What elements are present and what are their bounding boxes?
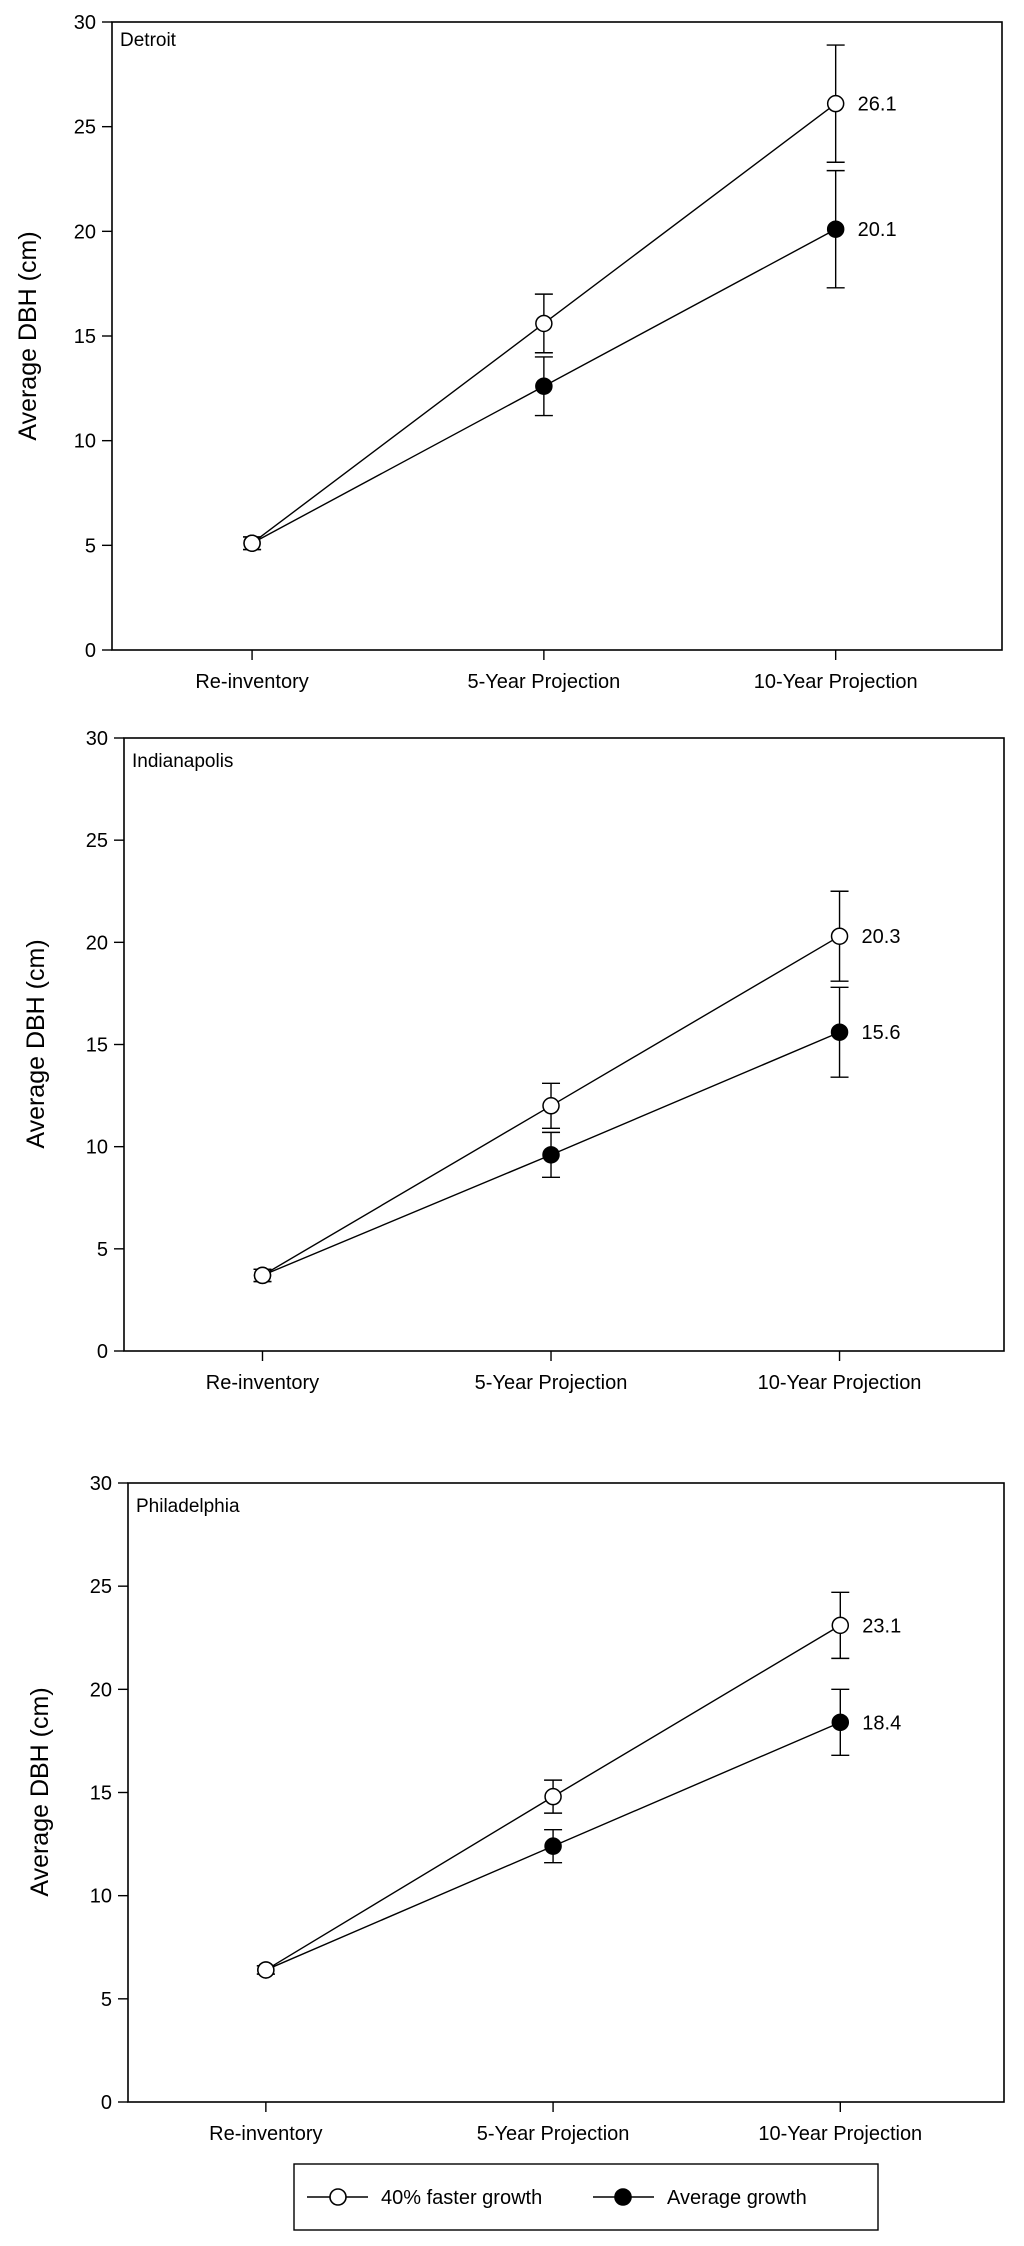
y-tick-label: 0 <box>97 1341 108 1363</box>
data-point-open <box>253 1266 272 1285</box>
data-point-filled <box>826 220 845 238</box>
y-tick-label: 10 <box>74 431 96 453</box>
panel-title: Detroit <box>120 30 177 51</box>
plot-frame <box>127 1482 1005 2103</box>
data-point-filled <box>544 1837 562 1855</box>
x-tick-label: 10-Year Projection <box>758 2123 922 2145</box>
data-point-filled <box>535 377 553 395</box>
y-tick-label: 15 <box>90 1783 112 1805</box>
panel-title: Philadelphia <box>136 1496 240 1517</box>
y-tick-label: 30 <box>86 728 108 750</box>
x-tick-label: Re-inventory <box>209 2123 322 2145</box>
data-point-filled <box>542 1146 560 1164</box>
y-axis-label: Average DBH (cm) <box>26 1687 54 1896</box>
x-tick-label: 10-Year Projection <box>754 671 918 693</box>
data-point-open <box>535 314 553 333</box>
y-tick-label: 20 <box>90 1679 112 1701</box>
data-point-open <box>831 1616 850 1635</box>
x-tick-label: 5-Year Projection <box>475 1372 628 1394</box>
panel-indianapolis: Indianapolis Average DBH (cm) 0 5 10 15 20 25… <box>22 728 1005 1394</box>
legend-box <box>293 2163 879 2231</box>
y-tick-label: 20 <box>74 221 96 243</box>
data-label: 18.4 <box>862 1712 901 1734</box>
x-tick-label: 5-Year Projection <box>477 2123 630 2145</box>
data-point-filled <box>830 1023 849 1041</box>
data-point-open <box>257 1961 275 1979</box>
legend-label: Average growth <box>667 2187 807 2209</box>
y-tick-label: 15 <box>86 1035 108 1057</box>
panel-detroit: Detroit Average DBH (cm) 0 5 10 15 20 25 30 Re-… <box>14 12 1003 693</box>
legend-item-faster: 40% faster growth <box>307 2187 542 2209</box>
y-tick-label: 10 <box>86 1137 108 1159</box>
data-label: 15.6 <box>862 1022 901 1044</box>
data-point-open <box>830 927 849 945</box>
y-tick-label: 0 <box>85 640 96 662</box>
plot-frame <box>111 21 1003 651</box>
y-tick-label: 30 <box>74 12 96 34</box>
data-point-open <box>544 1787 562 1806</box>
plot-frame <box>123 737 1005 1352</box>
y-tick-label: 30 <box>90 1473 112 1495</box>
data-label: 26.1 <box>858 94 897 116</box>
legend-item-average: Average growth <box>593 2187 807 2209</box>
y-axis-label: Average DBH (cm) <box>22 939 50 1148</box>
legend: 40% faster growth Average growth <box>293 2163 879 2231</box>
data-label: 20.1 <box>858 219 897 241</box>
y-tick-label: 5 <box>85 535 96 557</box>
y-tick-label: 0 <box>101 2092 112 2114</box>
y-tick-label: 20 <box>86 932 108 954</box>
data-label: 20.3 <box>862 926 901 948</box>
y-axis-label: Average DBH (cm) <box>14 231 42 440</box>
y-tick-label: 25 <box>90 1576 112 1598</box>
x-tick-label: Re-inventory <box>195 671 308 693</box>
data-label: 23.1 <box>862 1615 901 1637</box>
x-tick-label: 10-Year Projection <box>758 1372 922 1394</box>
y-tick-label: 10 <box>90 1886 112 1908</box>
y-tick-label: 25 <box>74 117 96 139</box>
data-point-filled <box>831 1713 850 1732</box>
y-tick-label: 25 <box>86 830 108 852</box>
y-tick-label: 15 <box>74 326 96 348</box>
y-tick-label: 5 <box>101 1989 112 2011</box>
panel-title: Indianapolis <box>132 751 233 772</box>
legend-label: 40% faster growth <box>381 2187 542 2209</box>
filled-circle-icon <box>614 2188 632 2206</box>
data-point-open <box>542 1097 560 1115</box>
x-tick-label: 5-Year Projection <box>468 671 621 693</box>
data-point-open <box>826 94 845 113</box>
open-circle-icon <box>329 2188 347 2206</box>
data-point-open <box>243 534 261 552</box>
y-tick-label: 5 <box>97 1239 108 1261</box>
panel-philadelphia: Philadelphia Average DBH (cm) 0 5 10 15 20 25… <box>26 1473 1005 2145</box>
x-tick-label: Re-inventory <box>206 1372 319 1394</box>
